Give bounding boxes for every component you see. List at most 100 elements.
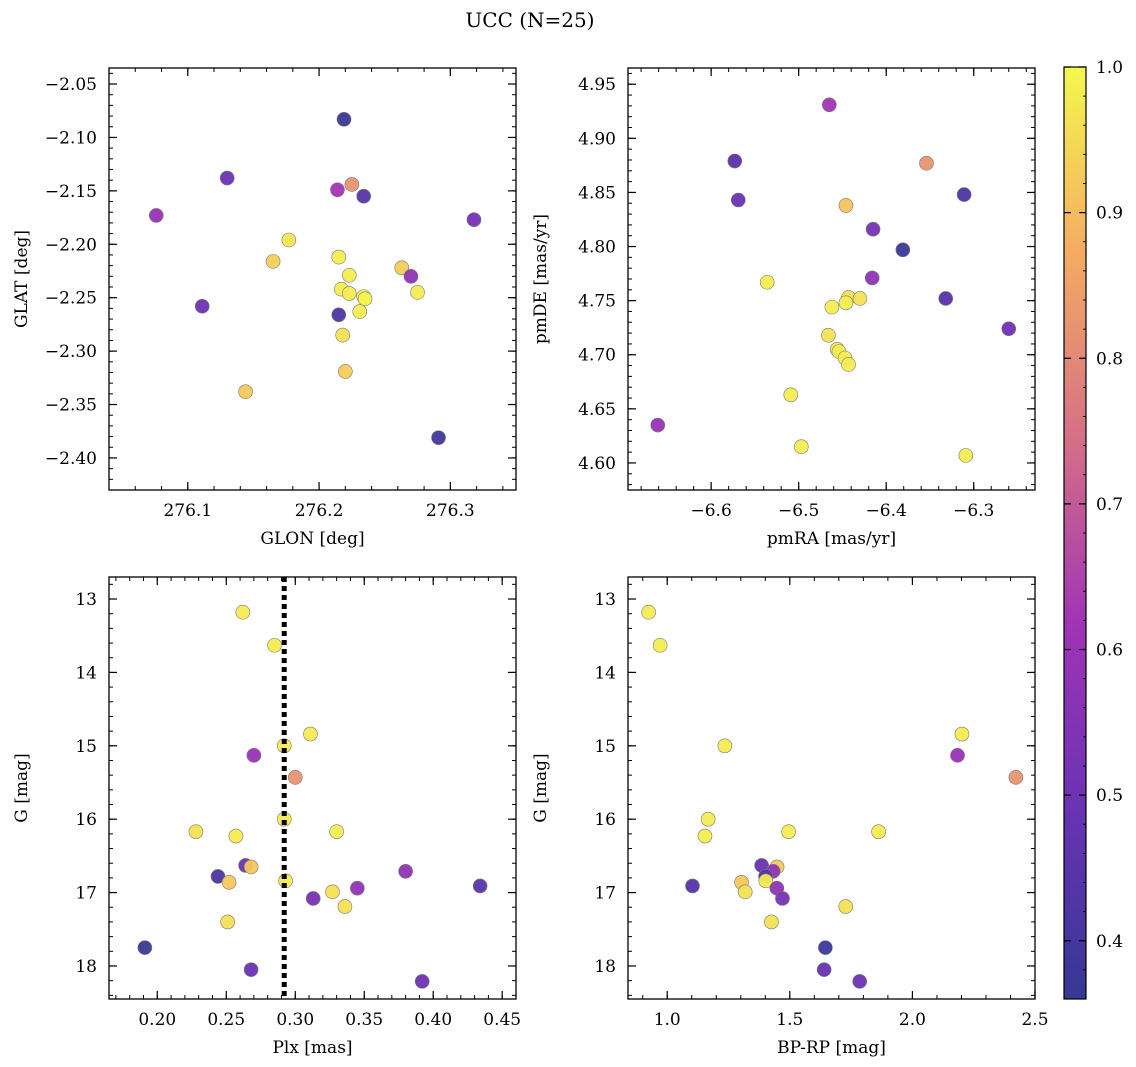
y-tick-label: 4.80 bbox=[578, 238, 616, 258]
y-tick-label: −2.25 bbox=[45, 289, 97, 309]
data-point bbox=[338, 364, 353, 379]
data-point bbox=[775, 891, 790, 906]
x-tick-label: 276.1 bbox=[163, 501, 212, 521]
data-point bbox=[137, 940, 153, 955]
x-tick-label: −6.4 bbox=[866, 501, 907, 521]
x-tick-label: −6.6 bbox=[691, 501, 732, 521]
data-point bbox=[700, 811, 716, 827]
colorbar: 0.4 0.5 0.6 0.7 0.8 0.9 1.0 bbox=[1063, 58, 1123, 1000]
data-point bbox=[685, 878, 700, 894]
y-tick-label: 4.65 bbox=[578, 400, 616, 420]
scatter-panels: 276.1 276.2 276.3 −2.40 −2.35 −2.30 −2.25 −2.20… bbox=[12, 67, 1049, 1058]
y-tick-label: 18 bbox=[594, 957, 616, 977]
data-point bbox=[357, 291, 373, 307]
data-point bbox=[356, 188, 372, 204]
data-point bbox=[758, 873, 774, 889]
axes-frame bbox=[627, 576, 1036, 1000]
x-tick-label: 0.35 bbox=[345, 1010, 383, 1030]
data-point bbox=[794, 439, 809, 455]
data-point bbox=[919, 155, 934, 171]
data-point bbox=[821, 327, 836, 343]
data-point bbox=[281, 232, 297, 248]
data-point bbox=[148, 208, 164, 223]
data-point bbox=[243, 962, 259, 977]
data-point bbox=[838, 899, 854, 914]
data-point bbox=[956, 187, 972, 202]
data-point bbox=[954, 726, 970, 742]
figure-title: UCC (N=25) bbox=[465, 8, 594, 32]
axes-frame bbox=[627, 67, 1036, 491]
data-point bbox=[221, 875, 237, 890]
data-point bbox=[950, 748, 965, 763]
data-point bbox=[410, 285, 425, 300]
y-axis-label: pmDE [mas/yr] bbox=[531, 214, 551, 344]
y-tick-label: 15 bbox=[594, 737, 616, 757]
y-axis-label: G [mag] bbox=[12, 753, 32, 822]
y-tick-label: −2.05 bbox=[45, 75, 97, 95]
data-point bbox=[267, 637, 282, 653]
data-point bbox=[759, 274, 775, 290]
data-point bbox=[341, 267, 357, 283]
data-point bbox=[341, 286, 357, 301]
y-tick-label: 4.60 bbox=[578, 454, 616, 474]
x-tick-label: 0.45 bbox=[483, 1010, 521, 1030]
data-point bbox=[818, 940, 833, 955]
colorbar-tick-label: 0.6 bbox=[1096, 641, 1123, 661]
y-tick-label: −2.20 bbox=[45, 235, 97, 255]
x-axis-label: pmRA [mas/yr] bbox=[767, 529, 896, 549]
colorbar-gradient bbox=[1063, 66, 1087, 1000]
x-tick-label: 1.5 bbox=[776, 1010, 803, 1030]
axes-frame bbox=[108, 67, 517, 491]
data-point bbox=[824, 299, 840, 315]
x-axis-label: GLON [deg] bbox=[260, 529, 364, 549]
data-point bbox=[403, 269, 419, 284]
y-tick-label: −2.15 bbox=[45, 182, 97, 202]
data-point bbox=[652, 637, 668, 653]
axes-frame bbox=[108, 576, 517, 1000]
data-point bbox=[1008, 770, 1024, 785]
data-point bbox=[783, 387, 799, 403]
plx-g-panel: 0.20 0.25 0.30 0.35 0.40 0.45 13 14 15 16 17 18 Plx … bbox=[12, 576, 521, 1058]
data-point bbox=[330, 182, 345, 198]
data-point bbox=[865, 221, 881, 237]
data-point bbox=[235, 604, 251, 620]
x-tick-label: 276.2 bbox=[295, 501, 344, 521]
pmra-pmde-panel: −6.6 −6.5 −6.4 −6.3 4.60 4.65 4.70 4.75 4.80 4.85… bbox=[531, 67, 1036, 549]
glon-glat-panel: 276.1 276.2 276.3 −2.40 −2.35 −2.30 −2.25 −2.20… bbox=[12, 67, 517, 549]
x-tick-label: 0.40 bbox=[414, 1010, 452, 1030]
y-tick-label: 17 bbox=[75, 884, 97, 904]
data-point bbox=[325, 884, 340, 900]
y-tick-label: 17 bbox=[594, 884, 616, 904]
y-tick-label: −2.35 bbox=[45, 396, 97, 416]
x-tick-label: 1.0 bbox=[654, 1010, 681, 1030]
colorbar-tick-label: 0.9 bbox=[1096, 204, 1123, 224]
data-point bbox=[350, 880, 365, 896]
data-point bbox=[303, 726, 318, 742]
y-tick-label: 18 bbox=[75, 957, 97, 977]
data-point bbox=[352, 304, 368, 319]
scatter-points bbox=[137, 604, 488, 989]
data-point bbox=[431, 430, 446, 445]
data-point bbox=[336, 111, 352, 127]
data-point bbox=[466, 212, 482, 228]
y-tick-label: 14 bbox=[594, 663, 616, 683]
y-tick-label: 4.70 bbox=[578, 346, 616, 366]
data-point bbox=[650, 417, 666, 433]
data-point bbox=[344, 177, 360, 192]
data-point bbox=[838, 295, 854, 311]
data-point bbox=[472, 878, 488, 894]
data-point bbox=[305, 891, 321, 906]
data-point bbox=[329, 824, 344, 839]
data-point bbox=[717, 738, 733, 754]
data-point bbox=[838, 198, 854, 213]
minor-ticks bbox=[628, 68, 1035, 490]
y-tick-label: 4.75 bbox=[578, 292, 616, 312]
x-tick-label: 0.30 bbox=[276, 1010, 314, 1030]
data-point bbox=[194, 298, 210, 314]
data-point bbox=[737, 884, 753, 900]
data-point bbox=[228, 828, 244, 844]
data-point bbox=[781, 824, 796, 839]
data-point bbox=[852, 974, 867, 989]
x-axis-label: BP-RP [mag] bbox=[777, 1038, 886, 1058]
